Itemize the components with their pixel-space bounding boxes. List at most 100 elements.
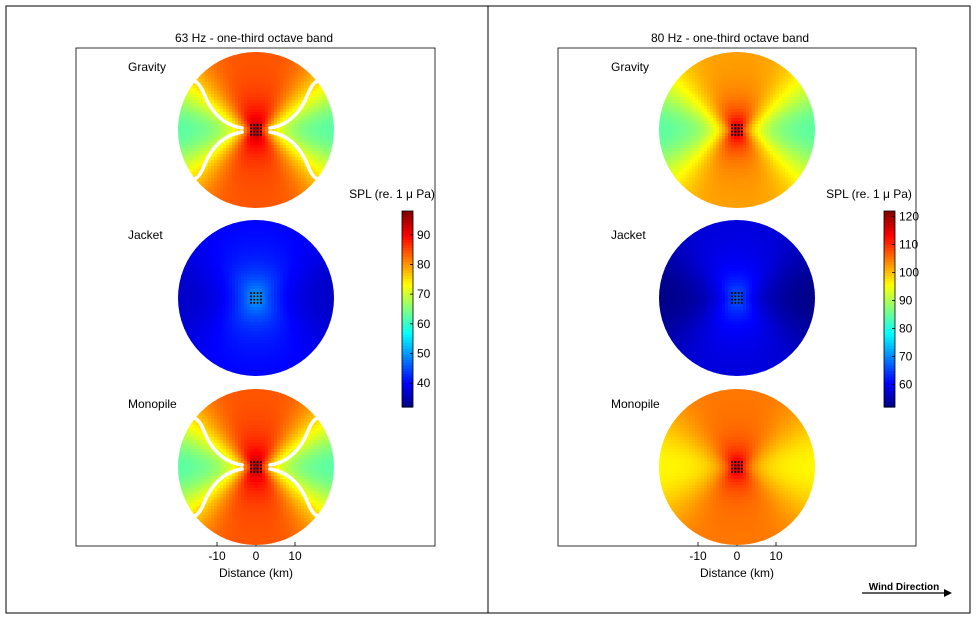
heatmap-cell bbox=[247, 274, 251, 278]
turbine-marker bbox=[253, 295, 256, 298]
heatmap-cell bbox=[289, 265, 293, 269]
heatmap-cell bbox=[259, 274, 263, 278]
heatmap-cell bbox=[235, 187, 239, 191]
heatmap-cell bbox=[304, 247, 308, 251]
heatmap-cell bbox=[256, 322, 260, 326]
heatmap-cell bbox=[250, 410, 254, 414]
heatmap-cell bbox=[232, 373, 236, 376]
heatmap-cell bbox=[226, 322, 230, 326]
heatmap-cell bbox=[316, 256, 320, 260]
heatmap-cell bbox=[202, 121, 206, 125]
heatmap-cell bbox=[238, 250, 242, 254]
heatmap-cell bbox=[247, 280, 251, 284]
heatmap-cell bbox=[241, 106, 245, 110]
heatmap-cell bbox=[205, 181, 209, 185]
heatmap-cell bbox=[262, 226, 266, 230]
heatmap-cell bbox=[214, 229, 218, 233]
heatmap-cell bbox=[265, 250, 269, 254]
heatmap-cell bbox=[259, 196, 263, 200]
heatmap-cell bbox=[241, 422, 245, 426]
heatmap-cell bbox=[328, 319, 332, 323]
heatmap-cell bbox=[238, 292, 242, 296]
heatmap-cell bbox=[217, 416, 221, 420]
heatmap-cell bbox=[226, 247, 230, 251]
heatmap-cell bbox=[286, 310, 290, 314]
heatmap-cell bbox=[265, 220, 269, 224]
heatmap-cell bbox=[229, 142, 233, 146]
heatmap-cell bbox=[262, 88, 266, 92]
heatmap-cell bbox=[208, 295, 212, 299]
heatmap-cell bbox=[181, 265, 185, 269]
heatmap-cell bbox=[202, 133, 206, 137]
heatmap-cell bbox=[247, 91, 251, 95]
heatmap-cell bbox=[205, 184, 209, 188]
heatmap-cell bbox=[295, 61, 299, 65]
heatmap-cell bbox=[301, 244, 305, 248]
heatmap-cell bbox=[214, 325, 218, 329]
heatmap-cell bbox=[256, 398, 260, 402]
heatmap-cell bbox=[202, 319, 206, 323]
heatmap-cell bbox=[253, 280, 257, 284]
heatmap-cell bbox=[232, 349, 236, 353]
heatmap-cell bbox=[220, 163, 224, 167]
heatmap-cell bbox=[181, 130, 185, 134]
heatmap-cell bbox=[289, 295, 293, 299]
heatmap-cell bbox=[199, 178, 203, 182]
heatmap-cell bbox=[259, 94, 263, 98]
heatmap-cell bbox=[259, 58, 263, 62]
turbine-marker bbox=[253, 123, 256, 127]
heatmap-cell bbox=[259, 283, 263, 287]
heatmap-cell bbox=[262, 202, 266, 206]
heatmap-cell bbox=[283, 367, 287, 371]
heatmap-cell bbox=[262, 355, 266, 359]
heatmap-cell bbox=[319, 425, 323, 429]
heatmap-cell bbox=[250, 160, 254, 164]
heatmap-cell bbox=[295, 115, 299, 119]
heatmap-cell bbox=[262, 148, 266, 152]
heatmap-cell bbox=[199, 337, 203, 341]
heatmap-cell bbox=[277, 235, 281, 239]
heatmap-cell bbox=[220, 121, 224, 125]
heatmap-cell bbox=[217, 256, 221, 260]
heatmap-cell bbox=[238, 145, 242, 149]
heatmap-cell bbox=[271, 61, 275, 65]
heatmap-cell bbox=[211, 244, 215, 248]
heatmap-cell bbox=[193, 328, 197, 332]
heatmap-cell bbox=[238, 265, 242, 269]
heatmap-cell bbox=[268, 181, 272, 185]
heatmap-cell bbox=[220, 106, 224, 110]
heatmap-cell bbox=[250, 416, 254, 420]
heatmap-cell bbox=[319, 142, 323, 146]
heatmap-cell bbox=[202, 307, 206, 311]
heatmap-cell bbox=[247, 355, 251, 359]
heatmap-cell bbox=[205, 422, 209, 426]
heatmap-cell bbox=[190, 337, 194, 341]
heatmap-cell bbox=[286, 410, 290, 414]
heatmap-cell bbox=[274, 91, 278, 95]
heatmap-cell bbox=[247, 262, 251, 266]
heatmap-cell bbox=[247, 283, 251, 287]
heatmap-cell bbox=[325, 166, 329, 170]
heatmap-cell bbox=[214, 364, 218, 368]
heatmap-cell bbox=[190, 121, 194, 125]
heatmap-cell bbox=[250, 334, 254, 338]
heatmap-cell bbox=[196, 178, 200, 182]
heatmap-cell bbox=[193, 136, 197, 140]
heatmap-cell bbox=[241, 133, 245, 137]
heatmap-cell bbox=[187, 259, 191, 263]
heatmap-cell bbox=[184, 139, 188, 143]
heatmap-cell bbox=[187, 292, 191, 296]
heatmap-cell bbox=[304, 262, 308, 266]
heatmap-cell bbox=[286, 328, 290, 332]
heatmap-cell bbox=[235, 419, 239, 423]
heatmap-cell bbox=[184, 124, 188, 128]
heatmap-cell bbox=[241, 395, 245, 399]
heatmap-cell bbox=[244, 352, 248, 356]
heatmap-cell bbox=[307, 187, 311, 191]
heatmap-cell bbox=[226, 181, 230, 185]
heatmap-cell bbox=[301, 419, 305, 423]
heatmap-cell bbox=[181, 301, 185, 305]
heatmap-cell bbox=[280, 184, 284, 188]
heatmap-cell bbox=[214, 286, 218, 290]
